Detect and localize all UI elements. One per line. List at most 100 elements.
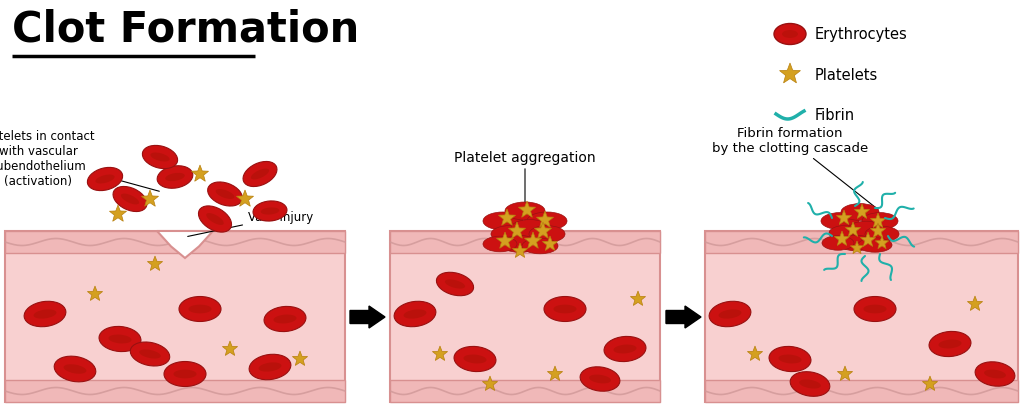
Ellipse shape [264, 307, 306, 332]
Ellipse shape [483, 237, 517, 252]
Polygon shape [779, 64, 801, 84]
Ellipse shape [87, 168, 123, 191]
Ellipse shape [929, 332, 971, 357]
Polygon shape [222, 341, 238, 355]
Ellipse shape [782, 31, 798, 39]
Polygon shape [110, 205, 127, 222]
Ellipse shape [130, 342, 170, 366]
Ellipse shape [121, 194, 139, 205]
Ellipse shape [258, 362, 282, 372]
Ellipse shape [529, 226, 565, 243]
Polygon shape [524, 232, 542, 249]
Text: Clot Formation: Clot Formation [12, 8, 359, 50]
Text: Platelets: Platelets [815, 67, 879, 82]
Ellipse shape [791, 372, 829, 396]
Polygon shape [870, 223, 886, 238]
Ellipse shape [821, 213, 859, 230]
Polygon shape [482, 376, 498, 391]
Polygon shape [191, 166, 209, 182]
Ellipse shape [854, 297, 896, 322]
FancyBboxPatch shape [390, 231, 660, 402]
Ellipse shape [774, 25, 806, 45]
Polygon shape [512, 243, 527, 258]
Polygon shape [850, 241, 863, 254]
Ellipse shape [589, 375, 611, 384]
Polygon shape [499, 209, 515, 226]
Ellipse shape [522, 238, 558, 254]
FancyBboxPatch shape [705, 380, 1018, 402]
Polygon shape [509, 222, 525, 239]
Ellipse shape [34, 310, 56, 319]
FancyBboxPatch shape [705, 231, 1018, 402]
Ellipse shape [710, 301, 751, 327]
FancyArrow shape [350, 306, 385, 328]
Ellipse shape [251, 169, 269, 180]
Ellipse shape [249, 355, 291, 380]
Polygon shape [87, 286, 102, 301]
Ellipse shape [273, 315, 297, 324]
Polygon shape [293, 351, 307, 366]
Ellipse shape [822, 236, 854, 251]
Ellipse shape [261, 208, 280, 215]
Polygon shape [631, 291, 645, 306]
Ellipse shape [54, 356, 96, 382]
FancyBboxPatch shape [5, 231, 345, 254]
Polygon shape [876, 236, 889, 249]
Ellipse shape [151, 153, 170, 162]
Ellipse shape [199, 207, 231, 233]
Ellipse shape [164, 362, 206, 387]
Ellipse shape [858, 238, 892, 253]
Ellipse shape [863, 305, 887, 314]
Text: Fibrin formation
by the clotting cascade: Fibrin formation by the clotting cascade [712, 127, 878, 210]
Polygon shape [837, 211, 852, 225]
Ellipse shape [841, 204, 879, 221]
Ellipse shape [464, 355, 486, 364]
Ellipse shape [95, 175, 115, 184]
Ellipse shape [188, 305, 212, 314]
Ellipse shape [848, 222, 884, 237]
Ellipse shape [179, 297, 221, 322]
Polygon shape [518, 202, 536, 218]
Ellipse shape [63, 364, 86, 374]
Ellipse shape [829, 226, 865, 241]
Ellipse shape [99, 327, 141, 352]
Polygon shape [432, 346, 447, 361]
Polygon shape [157, 231, 213, 258]
Ellipse shape [490, 226, 529, 243]
Ellipse shape [501, 236, 539, 253]
Polygon shape [537, 211, 554, 228]
Polygon shape [237, 191, 254, 207]
Ellipse shape [139, 350, 161, 359]
Ellipse shape [838, 236, 874, 251]
Polygon shape [838, 366, 853, 380]
FancyBboxPatch shape [390, 231, 660, 254]
Text: Fibrin: Fibrin [815, 107, 855, 122]
FancyBboxPatch shape [705, 231, 1018, 254]
Ellipse shape [109, 335, 131, 344]
Ellipse shape [483, 213, 523, 230]
Polygon shape [535, 222, 552, 239]
Polygon shape [968, 296, 983, 311]
Text: Platelet aggregation: Platelet aggregation [455, 151, 596, 164]
Polygon shape [548, 366, 562, 380]
Ellipse shape [769, 346, 811, 372]
Ellipse shape [157, 166, 193, 189]
Polygon shape [497, 232, 514, 249]
Polygon shape [147, 256, 163, 271]
Ellipse shape [208, 182, 243, 207]
FancyBboxPatch shape [5, 380, 345, 402]
Ellipse shape [505, 202, 545, 220]
Ellipse shape [436, 273, 473, 296]
Ellipse shape [862, 213, 898, 230]
FancyBboxPatch shape [5, 231, 345, 402]
Ellipse shape [165, 173, 184, 182]
Ellipse shape [975, 362, 1015, 386]
Text: Erythrocytes: Erythrocytes [815, 27, 907, 43]
Polygon shape [748, 346, 763, 361]
Polygon shape [141, 191, 159, 207]
Ellipse shape [984, 370, 1006, 378]
Ellipse shape [206, 213, 224, 225]
Ellipse shape [403, 310, 426, 319]
Text: Vase injury: Vase injury [187, 211, 313, 237]
Ellipse shape [454, 346, 496, 372]
